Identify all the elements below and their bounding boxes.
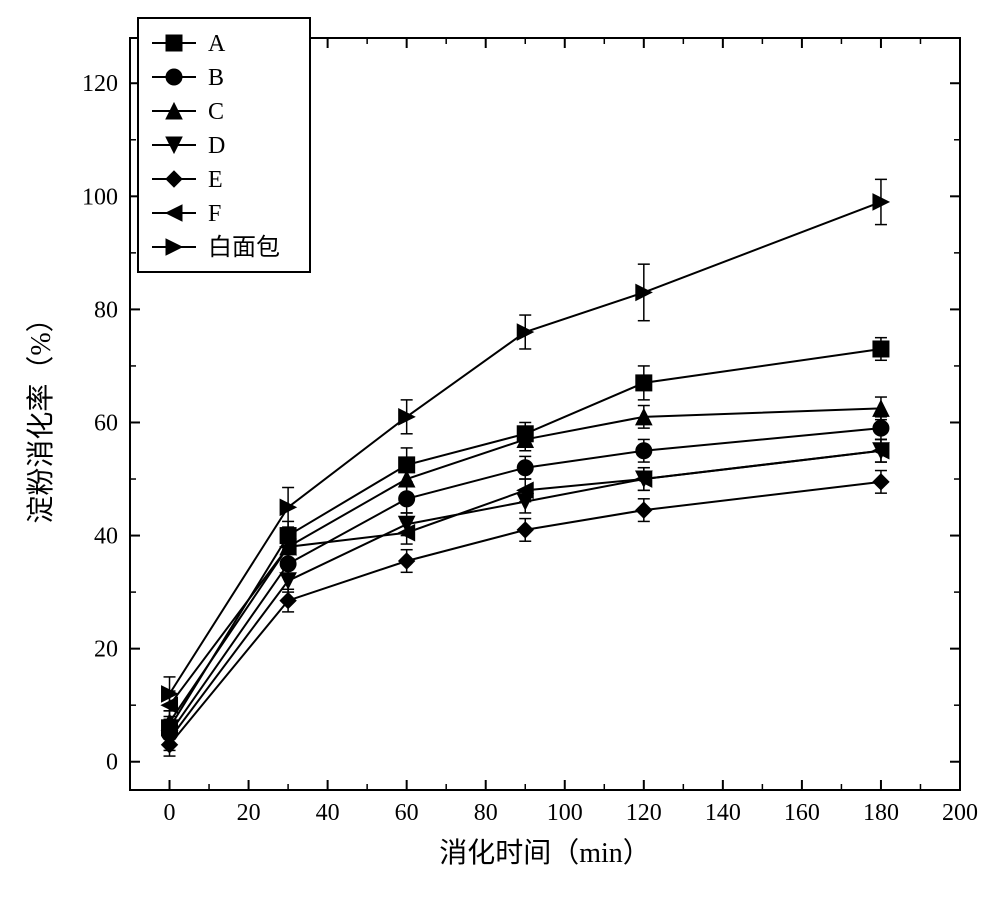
- legend-label: C: [208, 99, 224, 125]
- svg-text:80: 80: [474, 800, 498, 826]
- legend-label: E: [208, 167, 223, 193]
- legend-label: D: [208, 133, 225, 159]
- svg-text:40: 40: [94, 524, 118, 550]
- svg-text:40: 40: [316, 800, 340, 826]
- legend: ABCDEF 白面包: [138, 18, 310, 272]
- svg-text:20: 20: [94, 637, 118, 663]
- svg-text:200: 200: [942, 800, 978, 826]
- legend-label: B: [208, 65, 224, 91]
- svg-text:0: 0: [106, 750, 118, 776]
- chart-container: 0 20 40 60 80 100 120 140 160 180 200 消化时间（min） 0 20 4…: [0, 0, 1000, 902]
- legend-label: 白面包: [208, 234, 280, 261]
- svg-text:180: 180: [863, 800, 899, 826]
- svg-text:160: 160: [784, 800, 820, 826]
- svg-text:60: 60: [94, 410, 118, 436]
- legend-label: A: [208, 31, 226, 57]
- svg-text:100: 100: [547, 800, 583, 826]
- svg-text:60: 60: [395, 800, 419, 826]
- svg-text:80: 80: [94, 297, 118, 323]
- svg-text:100: 100: [82, 184, 118, 210]
- svg-text:0: 0: [164, 800, 176, 826]
- svg-text:120: 120: [82, 71, 118, 97]
- svg-text:20: 20: [237, 800, 261, 826]
- y-axis-label: 淀粉消化率（%）: [25, 304, 57, 523]
- svg-text:140: 140: [705, 800, 741, 826]
- legend-label: F: [208, 201, 221, 227]
- svg-text:120: 120: [626, 800, 662, 826]
- x-axis-label: 消化时间（min）: [439, 837, 651, 869]
- line-chart: 0 20 40 60 80 100 120 140 160 180 200 消化时间（min） 0 20 4…: [0, 0, 1000, 902]
